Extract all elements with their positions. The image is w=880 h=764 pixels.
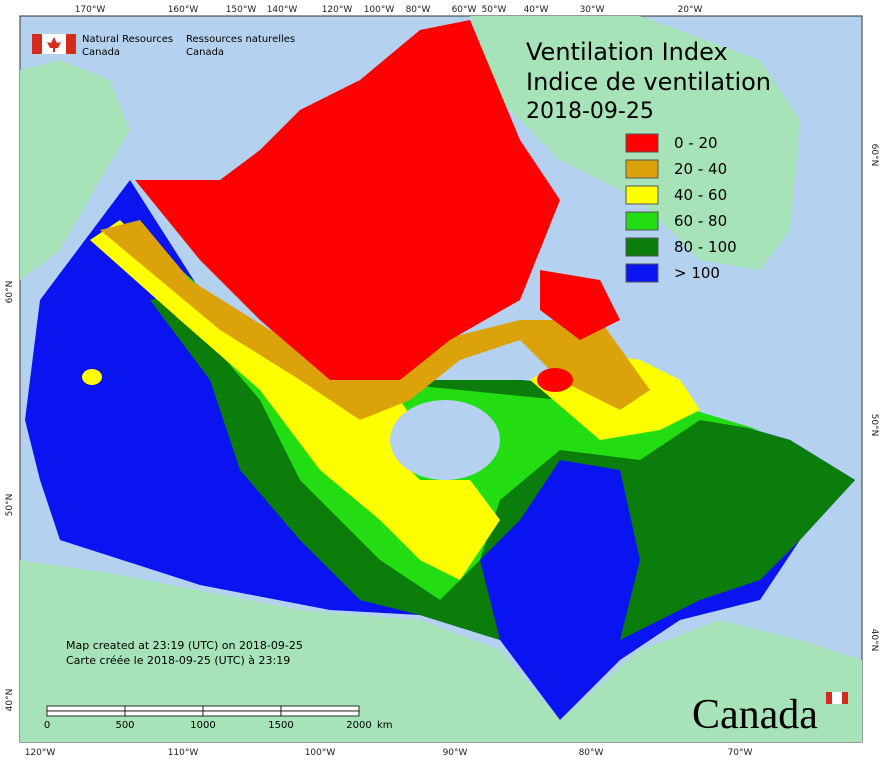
maple-leaf xyxy=(47,37,61,52)
scale-segment xyxy=(280,705,360,712)
legend-swatch xyxy=(625,211,659,231)
agency-en: Natural Resources xyxy=(82,34,173,45)
graticule-label: 60°W xyxy=(452,5,477,15)
title-en: Ventilation Index xyxy=(526,38,728,66)
legend-swatch xyxy=(625,263,659,283)
flag-right xyxy=(842,692,848,704)
zone-red-baffin xyxy=(540,270,620,340)
zone-yellow xyxy=(90,220,500,580)
graticule-label: 90°W xyxy=(443,748,468,758)
graticule-label: 50°N xyxy=(5,494,15,517)
legend-label: > 100 xyxy=(674,264,720,282)
hudson-bay xyxy=(390,400,500,480)
title-fr: Indice de ventilation xyxy=(526,68,771,96)
graticule-label: 30°W xyxy=(580,5,605,15)
scale-bar: 0 500 1000 1500 2000 km xyxy=(44,705,393,731)
scale-segment xyxy=(46,705,126,712)
legend-label: 40 - 60 xyxy=(674,186,727,204)
flag-left xyxy=(826,692,832,704)
graticule-label: 160°W xyxy=(168,5,199,15)
legend: 0 - 20 20 - 40 40 - 60 60 - 80 80 - 100 > 100 xyxy=(625,133,737,283)
scale-label: 1500 xyxy=(268,720,293,731)
graticule-label: 50°N xyxy=(869,414,879,437)
graticule-label: 110°W xyxy=(168,748,199,758)
graticule-label: 120°W xyxy=(322,5,353,15)
scale-segment xyxy=(124,710,204,717)
graticule-label: 120°W xyxy=(25,748,56,758)
scale-segment xyxy=(124,705,204,712)
zone-red xyxy=(135,20,560,380)
graticule-label: 40°N xyxy=(869,629,879,652)
scale-label: 2000 xyxy=(346,720,371,731)
flag-right xyxy=(66,34,76,54)
legend-label: 0 - 20 xyxy=(674,134,718,152)
note: Carte créée le 2018-09-25 (UTC) à 23:19 xyxy=(66,654,290,667)
flag-left xyxy=(32,34,42,54)
alaska xyxy=(20,60,130,280)
zone-red-spot xyxy=(537,368,573,392)
legend-label: 60 - 80 xyxy=(674,212,727,230)
scale-segment xyxy=(280,710,360,717)
scale-segment xyxy=(202,705,282,712)
wordmark-flag xyxy=(826,692,848,704)
legend-swatch xyxy=(625,159,659,179)
canada-zones xyxy=(25,20,855,720)
scale-segment xyxy=(46,710,126,717)
graticule-label: 80°W xyxy=(579,748,604,758)
scale-label: 1000 xyxy=(190,720,215,731)
note: Map created at 23:19 (UTC) on 2018-09-25 xyxy=(66,639,303,652)
scale-label: 500 xyxy=(115,720,134,731)
graticule-label: 50°W xyxy=(482,5,507,15)
graticule-label: 40°W xyxy=(524,5,549,15)
title-date: 2018-09-25 xyxy=(526,99,654,124)
zone-yellow-spot xyxy=(82,369,102,385)
legend-label: 20 - 40 xyxy=(674,160,727,178)
graticule-label: 140°W xyxy=(267,5,298,15)
agency-fr: Ressources naturelles xyxy=(186,34,295,45)
legend-swatch xyxy=(625,237,659,257)
graticule-label: 70°W xyxy=(728,748,753,758)
graticule-label: 100°W xyxy=(305,748,336,758)
scale-segment xyxy=(202,710,282,717)
graticule-label: 60°N xyxy=(869,144,879,167)
logo xyxy=(32,34,76,54)
graticule-label: 20°W xyxy=(678,5,703,15)
graticule-label: 100°W xyxy=(364,5,395,15)
graticule-label: 80°W xyxy=(406,5,431,15)
graticule-label: 170°W xyxy=(75,5,106,15)
scale-unit: km xyxy=(377,720,393,731)
legend-swatch xyxy=(625,133,659,153)
legend-swatch xyxy=(625,185,659,205)
graticule-label: 60°N xyxy=(5,281,15,304)
graticule-label: 150°W xyxy=(226,5,257,15)
agency-fr: Canada xyxy=(186,47,224,58)
wordmark: Canada xyxy=(692,692,818,738)
flag-center xyxy=(832,692,842,704)
agency-en: Canada xyxy=(82,47,120,58)
legend-label: 80 - 100 xyxy=(674,238,737,256)
graticule: 170°W 160°W 150°W 140°W 120°W 100°W 80°W 60°W 50… xyxy=(5,5,879,758)
graticule-label: 40°N xyxy=(5,689,15,712)
scale-label: 0 xyxy=(44,720,50,731)
usa xyxy=(20,560,862,742)
